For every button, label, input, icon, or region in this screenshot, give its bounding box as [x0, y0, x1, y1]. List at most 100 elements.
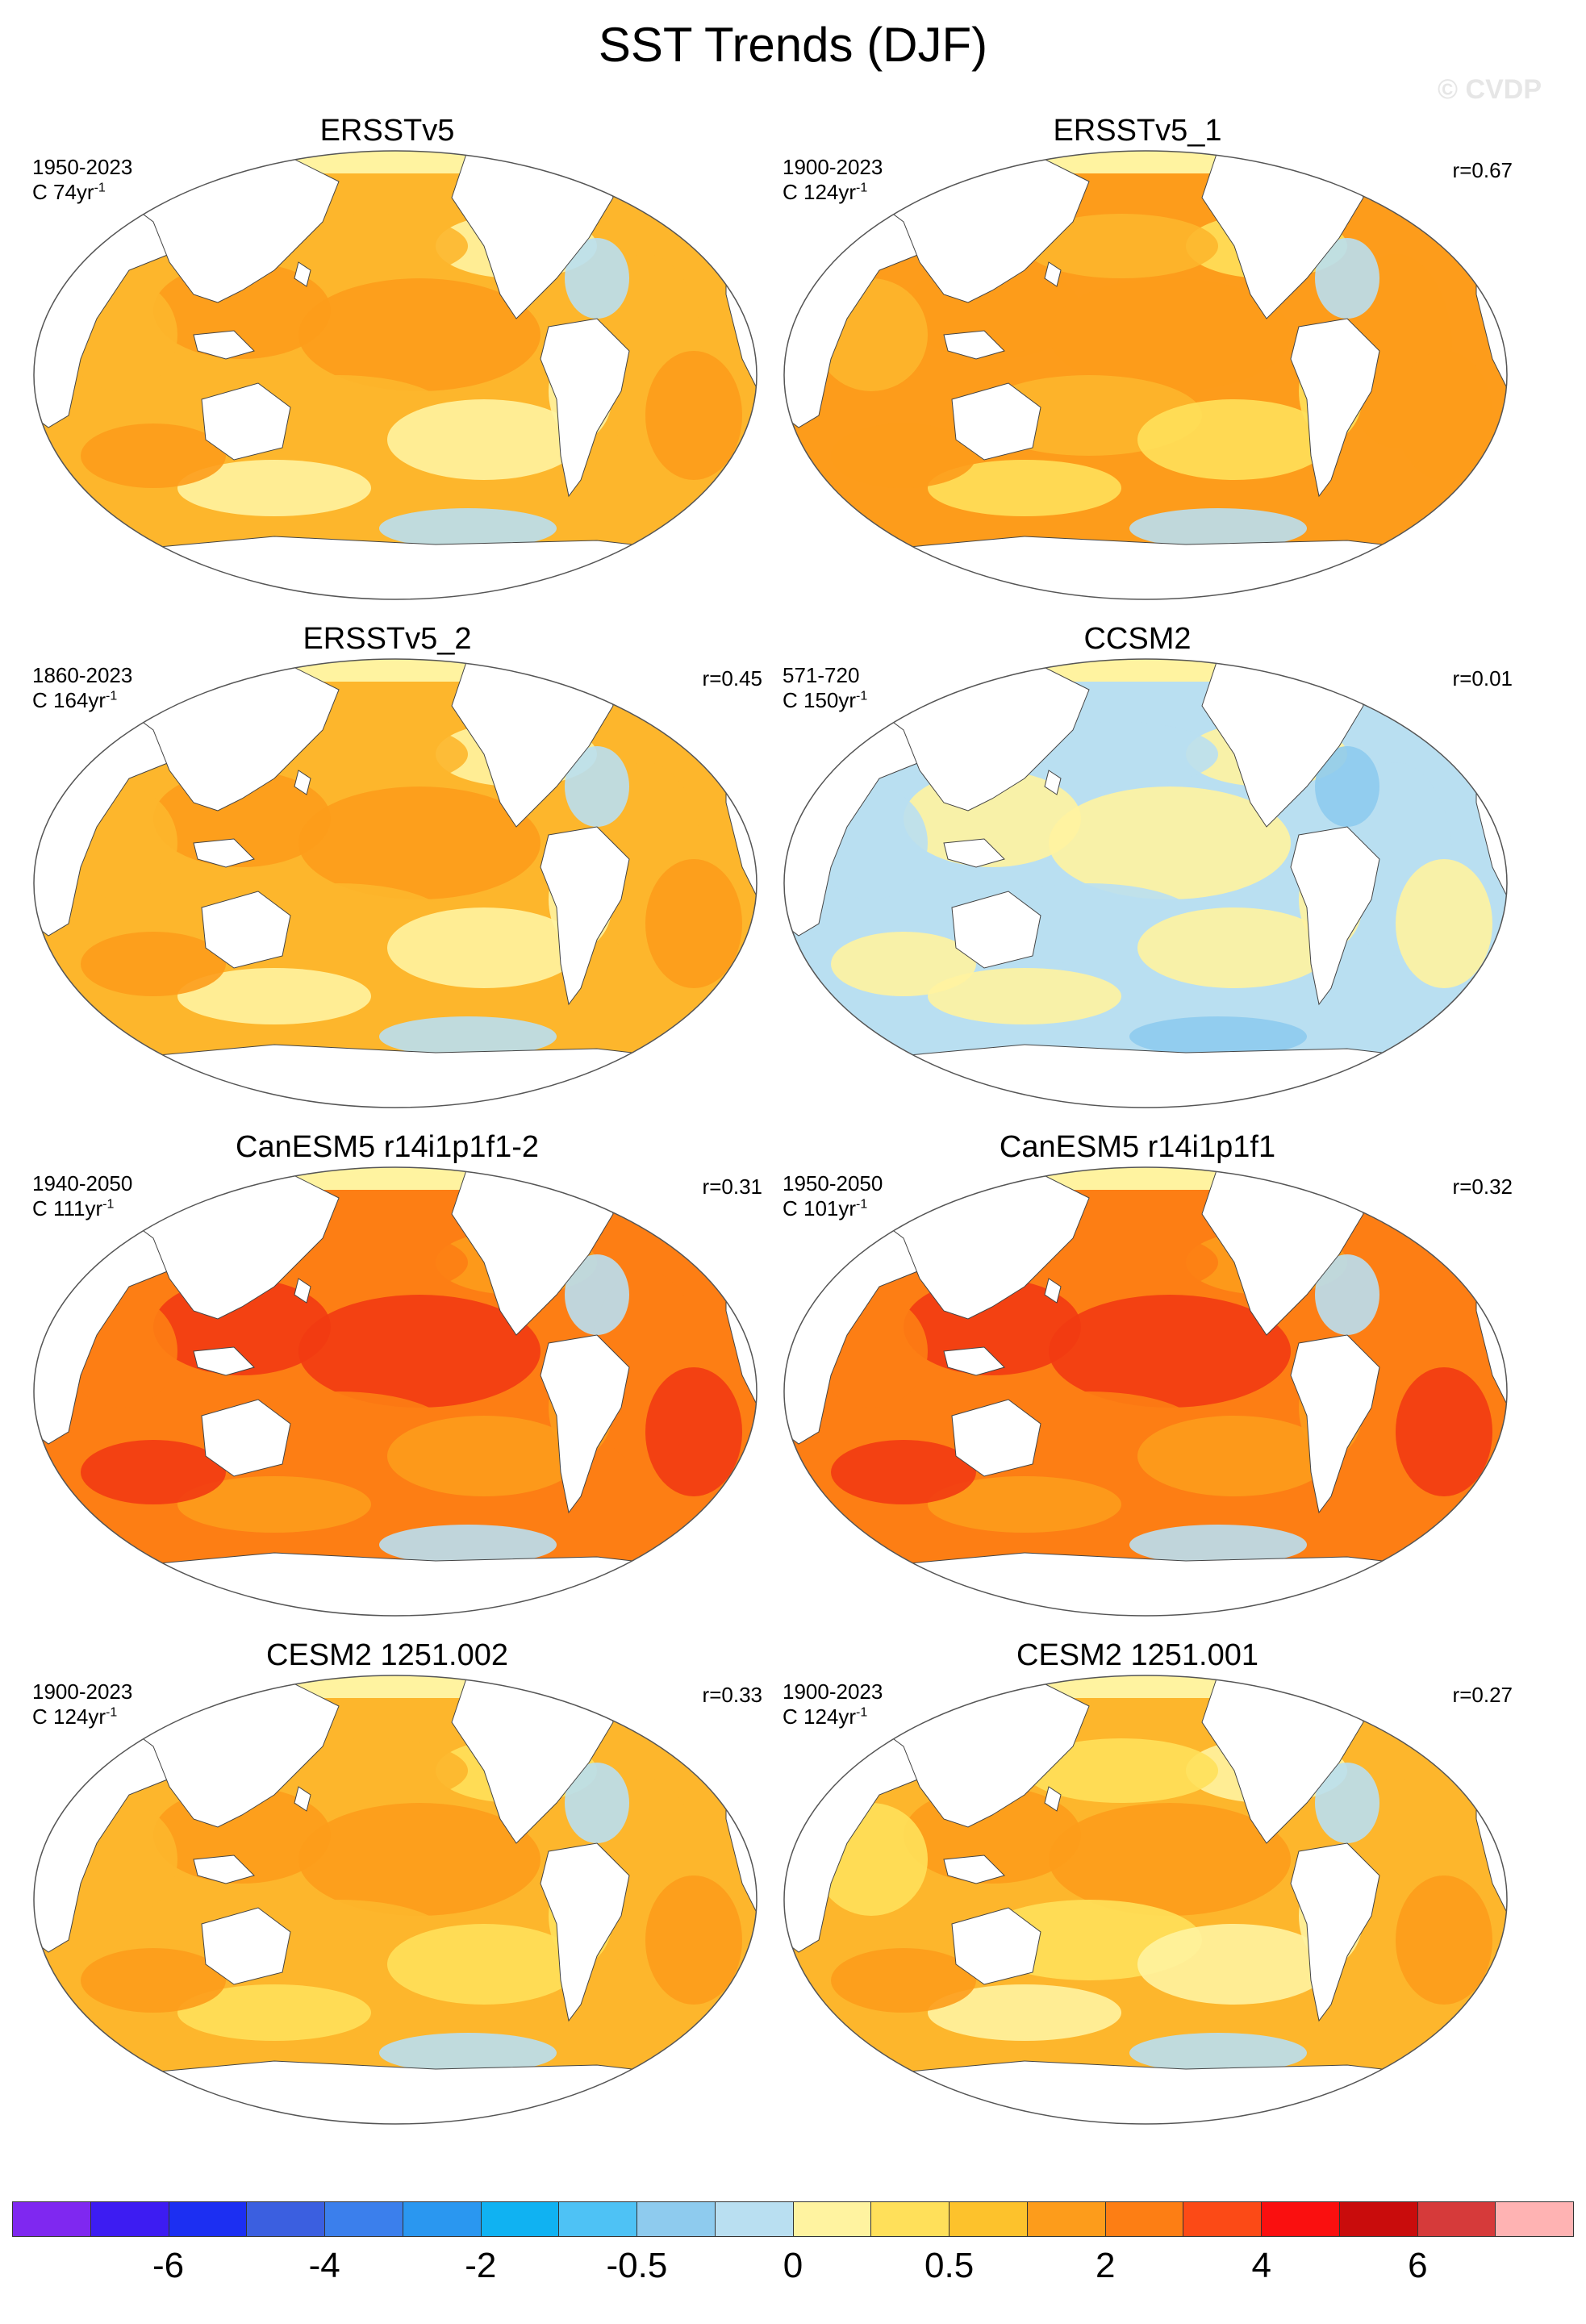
trend-contour [298, 278, 540, 391]
trend-contour [645, 1875, 742, 2005]
trend-contour [274, 1738, 468, 1803]
colorbar-segment [1339, 2202, 1418, 2236]
figure-title: SST Trends (DJF) [598, 18, 988, 72]
panel-period: 1900-2023 [783, 1679, 883, 1704]
arctic-region [784, 1167, 1507, 1190]
panel-ersstv5: ERSSTv5 1950-2023 C 74yr-1 [0, 0, 774, 600]
land-mask [943, 1346, 1005, 1376]
land-mask [1044, 261, 1062, 287]
trend-contour [1049, 1295, 1291, 1408]
trend-contour [1137, 1416, 1331, 1496]
land-mask [540, 1334, 630, 1514]
sst-trend-map [783, 1166, 1508, 1617]
trend-contour [81, 423, 226, 488]
units-prefix: C 124yr [783, 1704, 857, 1729]
land-mask [1379, 1675, 1429, 1719]
colorbar-segment [1262, 2202, 1340, 2236]
trend-contour [1315, 1254, 1379, 1335]
map-outline [783, 658, 1508, 1108]
land-mask [628, 151, 678, 194]
trend-contour [1137, 907, 1331, 988]
land-mask [540, 826, 630, 1006]
trend-contour [387, 399, 581, 480]
trend-contour [1137, 399, 1331, 480]
map-outline [783, 1166, 1508, 1617]
panel-title: CESM2 1251.001 [1016, 1638, 1258, 1672]
trend-contour [298, 1803, 540, 1916]
land-mask [1290, 1334, 1380, 1514]
units-exponent: -1 [856, 1197, 868, 1212]
colorbar-segment [1417, 2202, 1496, 2236]
panel-period: 1860-2023 [32, 663, 133, 687]
colorbar-segment [1496, 2202, 1573, 2236]
trend-contour [387, 907, 581, 988]
map-fill-group [34, 151, 757, 599]
colorbar-segment [247, 2202, 325, 2236]
trend-contour [928, 460, 1121, 516]
sst-trend-map [783, 150, 1508, 600]
trend-contour [645, 351, 742, 480]
units-exponent: -1 [856, 1705, 868, 1720]
land-mask [294, 261, 311, 287]
arctic-region [34, 151, 757, 173]
trend-contour [831, 1948, 976, 2013]
trend-contour [1049, 278, 1291, 391]
sst-trend-map [33, 658, 758, 1108]
colorbar-segment [950, 2202, 1028, 2236]
trend-contour [565, 746, 629, 827]
land-mask [193, 330, 255, 360]
colorbar-labels: -6 -4 -2 -0.5 0 0.5 2 4 6 [12, 2244, 1574, 2293]
panel-title: CESM2 1251.002 [266, 1638, 508, 1672]
units-prefix: C 101yr [783, 1196, 857, 1220]
trend-contour [928, 968, 1121, 1024]
colorbar-segment [1027, 2202, 1106, 2236]
panel-period: 571-720 [783, 663, 860, 687]
colorbar-label: 0.5 [924, 2246, 975, 2285]
units-exponent: -1 [94, 181, 106, 195]
map-outline [33, 658, 758, 1108]
panel-units: C 124yr-1 [783, 1704, 867, 1729]
colorbar-label: -2 [465, 2246, 497, 2285]
trend-contour [379, 1525, 557, 1565]
trend-contour [565, 238, 629, 319]
units-exponent: -1 [106, 1705, 118, 1720]
trend-contour [1315, 238, 1379, 319]
trend-contour [274, 722, 468, 786]
land-mask [95, 2060, 703, 2124]
trend-contour [387, 1416, 581, 1496]
trend-contour [831, 1440, 976, 1504]
panel-ersstv5-1: ERSSTv5_1 1900-2023 C 124yr-1 r=0.67 [750, 0, 1525, 600]
map-outline [33, 150, 758, 600]
panel-units: C 101yr-1 [783, 1196, 867, 1221]
land-mask [201, 891, 291, 969]
land-mask [1379, 659, 1429, 703]
trend-contour [928, 1984, 1121, 2041]
trend-contour [81, 932, 226, 996]
trend-contour [1025, 1230, 1218, 1295]
land-mask [951, 1399, 1041, 1477]
units-exponent: -1 [102, 1197, 115, 1212]
land-mask [943, 330, 1005, 360]
panel-correlation: r=0.45 [702, 666, 762, 691]
units-exponent: -1 [106, 689, 118, 703]
land-mask [845, 2060, 1454, 2124]
trend-contour [298, 786, 540, 899]
land-mask [1379, 151, 1429, 194]
units-prefix: C 124yr [783, 180, 857, 204]
trend-contour [1025, 1738, 1218, 1803]
land-mask [294, 1786, 311, 1812]
land-mask [193, 1346, 255, 1376]
colorbar-label: 2 [1095, 2246, 1116, 2285]
sst-trend-map [33, 150, 758, 600]
trend-contour [831, 423, 976, 488]
trend-contour [831, 932, 976, 996]
trend-contour [1049, 786, 1291, 899]
panel-title: ERSSTv5_2 [303, 622, 472, 656]
units-prefix: C 124yr [32, 1704, 106, 1729]
land-mask [540, 318, 630, 498]
arctic-region [784, 659, 1507, 682]
land-mask [951, 1907, 1041, 1985]
colorbar-segment [90, 2202, 169, 2236]
land-mask [294, 770, 311, 795]
arctic-region [784, 1675, 1507, 1698]
